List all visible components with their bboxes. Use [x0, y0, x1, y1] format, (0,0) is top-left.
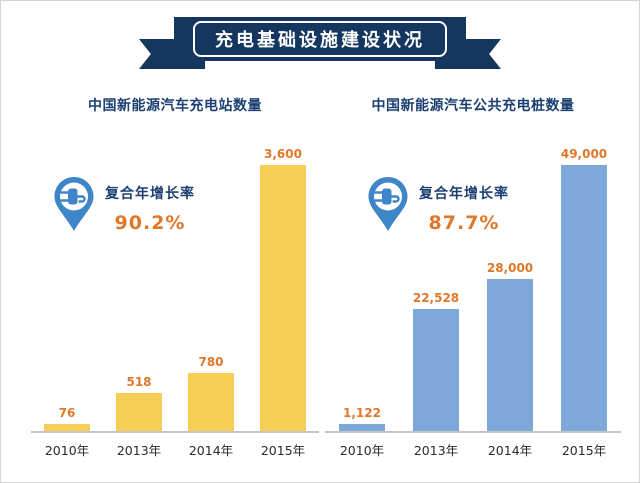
bar [487, 279, 533, 431]
x-axis-label: 2014年 [487, 443, 533, 458]
bar [413, 309, 459, 431]
x-labels: 2010年 2013年 2014年 2015年 [31, 440, 319, 459]
bars: 复合年增长率 90.2% 76 518 780 3,600 [31, 123, 319, 433]
bar-value-label: 28,000 [486, 261, 534, 275]
bars: 复合年增长率 87.7% 1,122 22,528 28,000 49,000 [325, 123, 621, 433]
cagr-label: 复合年增长率 [419, 186, 509, 202]
ribbon-center: 充电基础设施建设状况 [174, 17, 466, 61]
bar-value-label: 76 [58, 406, 76, 420]
x-axis-label: 2015年 [260, 443, 306, 458]
bar-group: 518 [110, 375, 168, 431]
bar [188, 373, 234, 431]
chart-title: 中国新能源汽车公共充电桩数量 [371, 98, 575, 114]
cagr-value: 90.2% [114, 212, 186, 234]
bar-value-label: 3,600 [264, 147, 302, 161]
bar-group: 22,528 [407, 291, 465, 431]
cagr-text: 复合年增长率 87.7% [419, 175, 509, 234]
bar [561, 165, 607, 431]
x-axis-label: 2010年 [44, 443, 90, 458]
x-axis-label: 2013年 [413, 443, 459, 458]
cagr-annotation: 复合年增长率 90.2% [51, 175, 195, 234]
bar-value-label: 518 [126, 375, 152, 389]
x-axis-label: 2010年 [339, 443, 385, 458]
chart-title: 中国新能源汽车充电站数量 [88, 98, 262, 114]
chart-charging-stations: 中国新能源汽车充电站数量 复合年增长率 90.2% 76 518 780 3,600 … [31, 95, 319, 459]
cagr-label: 复合年增长率 [105, 186, 195, 202]
x-axis-label: 2015年 [561, 443, 607, 458]
x-axis-label: 2014年 [188, 443, 234, 458]
bar-group: 780 [182, 355, 240, 431]
x-labels: 2010年 2013年 2014年 2015年 [325, 440, 621, 459]
bar-value-label: 22,528 [412, 291, 460, 305]
bar-group: 3,600 [254, 147, 312, 431]
page-title: 充电基础设施建设状况 [193, 21, 447, 57]
cagr-value: 87.7% [428, 212, 500, 234]
bar [44, 424, 90, 431]
bar-value-label: 1,122 [343, 406, 381, 420]
charging-location-pin-icon [368, 177, 408, 231]
charging-location-pin-icon [54, 177, 94, 231]
bar-group: 1,122 [333, 406, 391, 431]
x-axis-label: 2013年 [116, 443, 162, 458]
bar-value-label: 49,000 [560, 147, 608, 161]
bar-group: 76 [38, 406, 96, 431]
bar [339, 424, 385, 431]
bar [116, 393, 162, 431]
bar-value-label: 780 [198, 355, 224, 369]
title-ribbon: 充电基础设施建设状况 [139, 17, 501, 81]
cagr-text: 复合年增长率 90.2% [105, 175, 195, 234]
bar-group: 49,000 [555, 147, 613, 431]
bar-group: 28,000 [481, 261, 539, 431]
cagr-annotation: 复合年增长率 87.7% [365, 175, 509, 234]
chart-charging-piles: 中国新能源汽车公共充电桩数量 复合年增长率 87.7% 1,122 22,528 2… [325, 95, 621, 459]
bar [260, 165, 306, 431]
